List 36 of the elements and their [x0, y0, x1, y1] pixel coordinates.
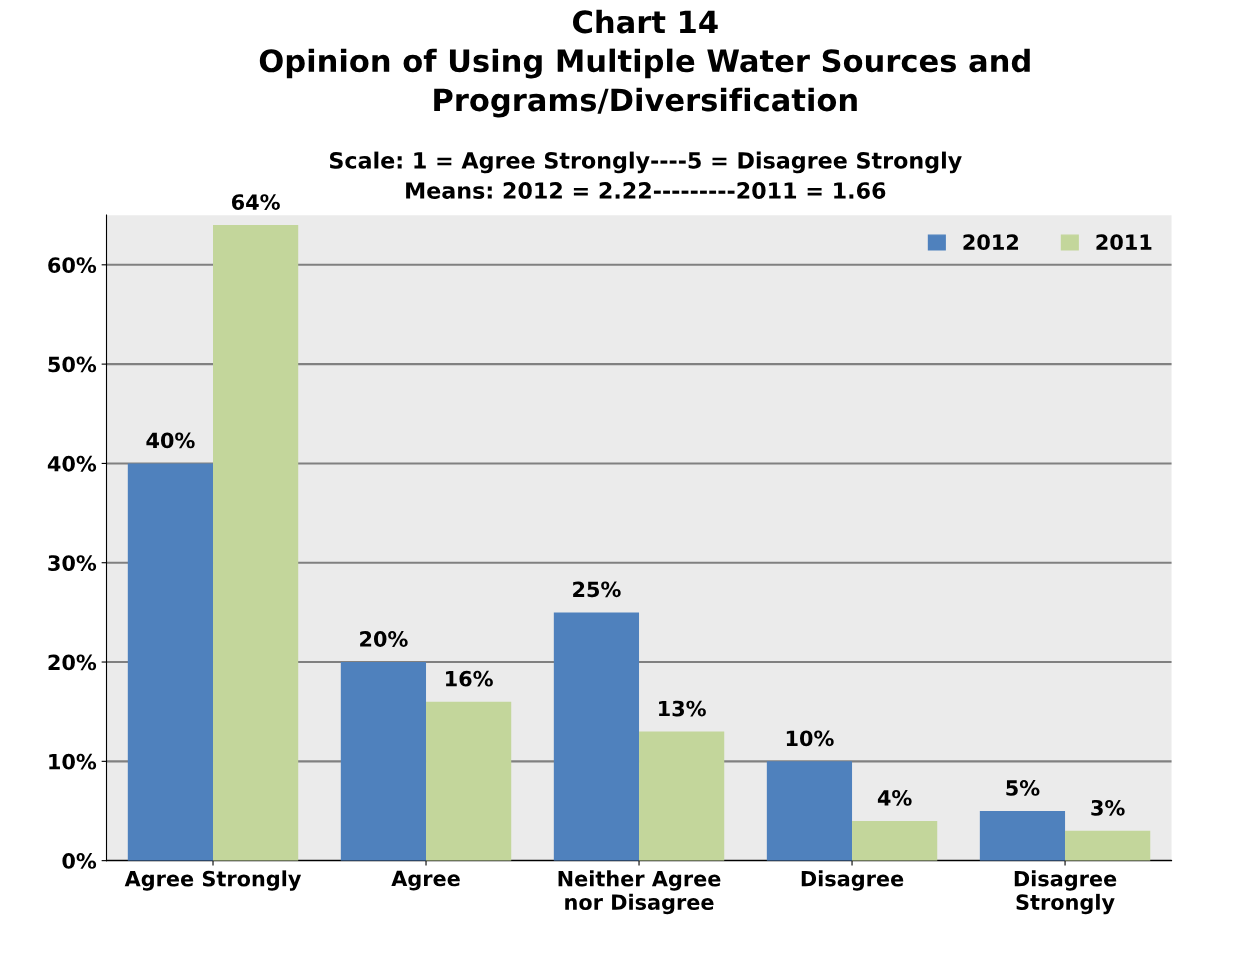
data-label: 16% — [446, 670, 493, 687]
y-tick-label: 60% — [48, 257, 97, 274]
x-tick-label: Agree — [391, 870, 460, 891]
x-tick-label: Disagree Strongly — [1014, 870, 1117, 915]
data-label: 13% — [659, 700, 706, 717]
bar — [979, 810, 1066, 861]
y-tick-label: 30% — [48, 555, 97, 571]
data-label: 25% — [573, 581, 621, 598]
bar — [426, 701, 512, 861]
legend-label: 2012 — [963, 234, 1019, 251]
data-label: 10% — [786, 730, 834, 747]
bar — [1065, 830, 1151, 861]
x-tick-label: Agree Strongly — [124, 870, 302, 891]
chart-title: Chart 14 Opinion of Using Multiple Water Sources and Programs/Diversification — [259, 9, 1030, 118]
bar — [639, 731, 725, 861]
bar — [766, 761, 853, 861]
y-tick-label: 40% — [47, 455, 97, 472]
data-label: 64% — [231, 194, 280, 210]
chart-subtitle: Scale: 1 = Agree Strongly----5 = Disagree Strongly Means: 2012 = 2.22---------2011 = 1.66 — [329, 151, 962, 199]
bar — [213, 225, 299, 861]
legend-label: 2011 — [1096, 234, 1152, 251]
y-tick-label: 10% — [49, 753, 97, 770]
x-tick-label: Neither Agree nor Disagree — [558, 870, 721, 915]
bar — [852, 820, 938, 861]
data-label: 40% — [146, 432, 195, 449]
data-label: 20% — [360, 631, 408, 647]
x-tick-label: Disagree — [801, 870, 904, 891]
data-label: 3% — [1091, 799, 1125, 816]
y-tick-label: 0% — [62, 853, 97, 869]
data-label: 5% — [1006, 780, 1040, 796]
y-tick-label: 50% — [48, 356, 97, 373]
y-tick-label: 20% — [48, 654, 97, 671]
bar — [127, 463, 214, 861]
data-label: 4% — [877, 790, 912, 806]
bar — [340, 662, 427, 861]
bar — [553, 612, 640, 861]
